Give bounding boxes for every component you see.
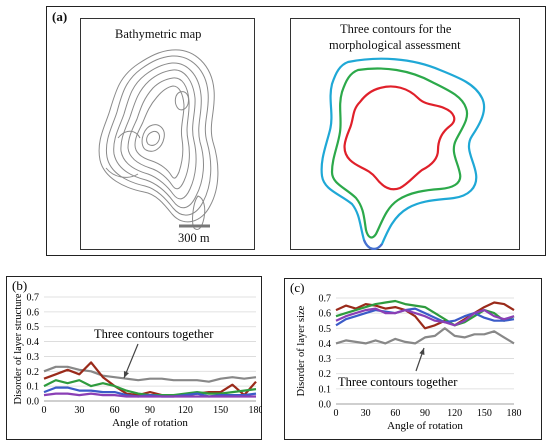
chart-b-series-2-line — [43, 361, 257, 397]
chart-c-xtick-label: 150 — [477, 408, 492, 419]
chart-c-xtick-label: 120 — [447, 408, 462, 419]
chart-b-xtick-label: 60 — [110, 405, 120, 416]
chart-b-annotation-arrowhead — [123, 371, 129, 378]
chart-c-xlabel: Angle of rotation — [387, 420, 463, 432]
outer-contour — [320, 57, 486, 250]
chart-c-xtick-label: 30 — [361, 408, 371, 419]
chart-b-series-1-line — [43, 365, 257, 383]
chart-c-xtick-label: 90 — [420, 408, 430, 419]
chart-b-xtick-label: 0 — [42, 405, 47, 416]
chart-c-ytick-label: 0.3 — [319, 354, 332, 365]
chart-c-ytick-label: 0.4 — [319, 339, 332, 350]
chart-b-ytick-label: 0.2 — [27, 367, 40, 378]
tail-contour — [362, 239, 383, 250]
bathymetric-map-title: Bathymetric map — [115, 27, 202, 41]
chart-c-annotation: Three contours together — [338, 375, 458, 389]
chart-b-ytick-label: 0.0 — [27, 397, 40, 408]
chart-b-xlabel: Angle of rotation — [112, 417, 188, 429]
chart-b-ytick-label: 0.3 — [27, 352, 40, 363]
chart-b-xtick-label: 120 — [178, 405, 193, 416]
chart-c: (c) 0.0 0.1 0.2 0.3 0.4 0.5 0.6 0.7 0 30 60 90 120 150… — [290, 280, 522, 432]
chart-c-panel-label: (c) — [290, 280, 304, 295]
chart-b-xtick-label: 180 — [249, 405, 263, 416]
chart-b-ytick-label: 0.4 — [27, 337, 40, 348]
chart-c-series-5-line — [335, 307, 515, 327]
chart-b-xtick-label: 30 — [74, 405, 84, 416]
contours-title-line1: Three contours for the — [340, 22, 452, 36]
chart-b-panel-label: (b) — [12, 278, 27, 293]
contours-title-line2: morphological assessment — [329, 38, 461, 52]
inner-contour — [343, 85, 456, 191]
chart-c-series-1-line — [335, 327, 515, 345]
chart-b-series-4-line — [43, 386, 257, 398]
chart-c-ytick-label: 0.1 — [319, 384, 332, 395]
chart-c-ytick-label: 0.5 — [319, 324, 332, 335]
chart-c-xtick-label: 60 — [390, 408, 400, 419]
chart-c-ytick-label: 0.7 — [319, 294, 332, 305]
panel-b-frame — [6, 276, 262, 440]
chart-b-ytick-label: 0.1 — [27, 382, 40, 393]
chart-c-series-2-line — [335, 301, 515, 330]
middle-contour — [330, 67, 469, 239]
chart-c-series-4-line — [335, 307, 515, 327]
chart-b-series-5-line — [43, 392, 256, 398]
chart-b-ytick-label: 0.6 — [27, 307, 40, 318]
panel-a-label: (a) — [52, 9, 68, 24]
chart-c-ytick-label: 0.6 — [319, 309, 332, 320]
chart-c-xtick-label: 0 — [334, 408, 339, 419]
chart-c-annotation-arrowhead — [419, 348, 425, 355]
chart-b-ytick-label: 0.5 — [27, 322, 40, 333]
chart-b-xtick-label: 90 — [145, 405, 155, 416]
bathymetric-map — [98, 49, 219, 231]
chart-b: (b) 0.0 0.1 0.2 0.3 0.4 0.5 0.6 0.7 0 30 60 90 120 150… — [12, 278, 263, 429]
chart-c-ytick-label: 0.2 — [319, 369, 332, 380]
chart-c-ylabel: Disorder of layer size — [296, 305, 307, 396]
scale-label: 300 m — [178, 231, 210, 245]
chart-b-ylabel: Disorder of layer structure — [13, 293, 24, 404]
chart-b-xtick-label: 150 — [213, 405, 228, 416]
chart-c-ytick-label: 0.0 — [319, 400, 332, 411]
chart-c-xtick-label: 180 — [507, 408, 522, 419]
chart-b-annotation: Three contours together — [94, 327, 214, 341]
contours-figure — [320, 57, 486, 250]
chart-b-ytick-label: 0.7 — [27, 293, 40, 304]
